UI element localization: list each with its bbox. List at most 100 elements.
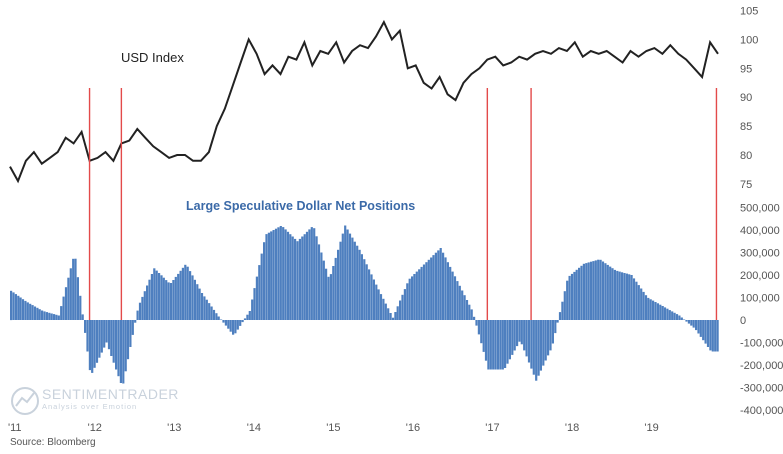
position-bar <box>606 264 609 320</box>
position-bar <box>384 303 387 320</box>
position-bar <box>396 306 399 320</box>
position-bar <box>117 320 120 377</box>
position-bar <box>616 270 619 320</box>
usd-index-title: USD Index <box>121 50 184 65</box>
position-bar <box>353 241 356 320</box>
position-bar <box>174 276 177 320</box>
position-bar <box>29 303 32 320</box>
position-bar <box>573 271 576 320</box>
position-bar <box>683 319 686 320</box>
position-bar <box>418 269 421 320</box>
position-bar <box>492 320 495 370</box>
bars-group <box>10 225 719 384</box>
positions-y-tick: -400,000 <box>740 405 783 417</box>
position-bar <box>48 312 51 320</box>
position-bar <box>406 283 409 320</box>
position-bar <box>334 257 337 320</box>
watermark: SENTIMENTRADER Analysis over Emotion <box>11 386 178 415</box>
position-bar <box>158 273 161 320</box>
position-bar <box>122 320 125 384</box>
position-bar <box>716 320 719 352</box>
position-bar <box>217 316 220 320</box>
positions-y-axis: -400,000 -300,000 -200,000 -100,000 0 100,000… <box>740 203 783 418</box>
position-bar <box>150 274 153 320</box>
position-bar <box>652 300 655 320</box>
position-bar <box>236 320 239 330</box>
position-bar <box>539 320 542 371</box>
position-bar <box>162 277 165 320</box>
usd-y-axis: 75 80 85 90 95 100 105 <box>740 6 758 191</box>
position-bar <box>308 229 311 320</box>
position-bar <box>210 306 213 320</box>
position-bar <box>702 320 705 341</box>
position-bar <box>375 284 378 320</box>
position-bar <box>189 271 192 320</box>
position-bar <box>191 275 194 320</box>
position-bar <box>432 255 435 320</box>
positions-y-tick: -200,000 <box>740 360 783 372</box>
position-bar <box>640 288 643 320</box>
position-bar <box>494 320 497 370</box>
position-bar <box>212 309 216 320</box>
position-bar <box>341 233 344 320</box>
position-bar <box>656 303 659 320</box>
position-bar <box>251 299 254 320</box>
positions-y-tick: 200,000 <box>740 270 780 282</box>
position-bar <box>198 288 201 320</box>
position-bar <box>687 320 690 324</box>
position-bar <box>601 261 605 320</box>
position-bar <box>387 308 390 320</box>
position-bar <box>690 320 693 326</box>
position-bar <box>551 320 554 344</box>
position-bar <box>430 257 433 320</box>
position-bar <box>666 308 669 320</box>
position-bar <box>315 236 318 320</box>
position-bar <box>263 242 266 320</box>
position-bar <box>561 301 564 320</box>
positions-y-tick: 100,000 <box>740 293 780 305</box>
position-bar <box>597 259 600 320</box>
position-bar <box>21 299 25 320</box>
position-bar <box>153 268 156 320</box>
position-bar <box>301 236 304 320</box>
position-bar <box>248 311 251 320</box>
position-bar <box>45 312 48 320</box>
position-bar <box>181 267 184 320</box>
position-bar <box>711 320 714 352</box>
position-bar <box>391 317 395 320</box>
position-bar <box>527 320 531 363</box>
position-bar <box>224 320 227 326</box>
position-bar <box>544 320 547 361</box>
position-bar <box>124 320 127 372</box>
position-bar <box>580 265 583 320</box>
position-bar <box>115 320 118 370</box>
position-bar <box>442 252 445 320</box>
position-bar <box>480 320 483 344</box>
position-bar <box>179 270 182 320</box>
position-bar <box>160 275 163 320</box>
position-bar <box>401 294 404 320</box>
position-bar <box>623 273 626 320</box>
watermark-logo-trend-icon <box>15 392 35 407</box>
position-bar <box>146 285 149 320</box>
position-bar <box>520 320 523 345</box>
position-bar <box>570 273 574 320</box>
position-bar <box>277 227 280 320</box>
position-bar <box>339 241 342 320</box>
position-bar <box>578 267 581 320</box>
position-bar <box>69 268 72 320</box>
position-bar <box>200 293 204 320</box>
x-tick: '19 <box>644 422 658 434</box>
position-bar <box>26 302 29 320</box>
position-bar <box>516 320 519 347</box>
position-bar <box>558 312 562 320</box>
position-bar <box>57 315 60 320</box>
position-bar <box>346 229 349 320</box>
position-bar <box>265 234 268 320</box>
position-bar <box>298 238 301 320</box>
position-bar <box>532 320 535 375</box>
position-bar <box>642 291 645 320</box>
position-bar <box>394 312 397 320</box>
position-bar <box>592 261 595 320</box>
position-bar <box>103 320 106 348</box>
